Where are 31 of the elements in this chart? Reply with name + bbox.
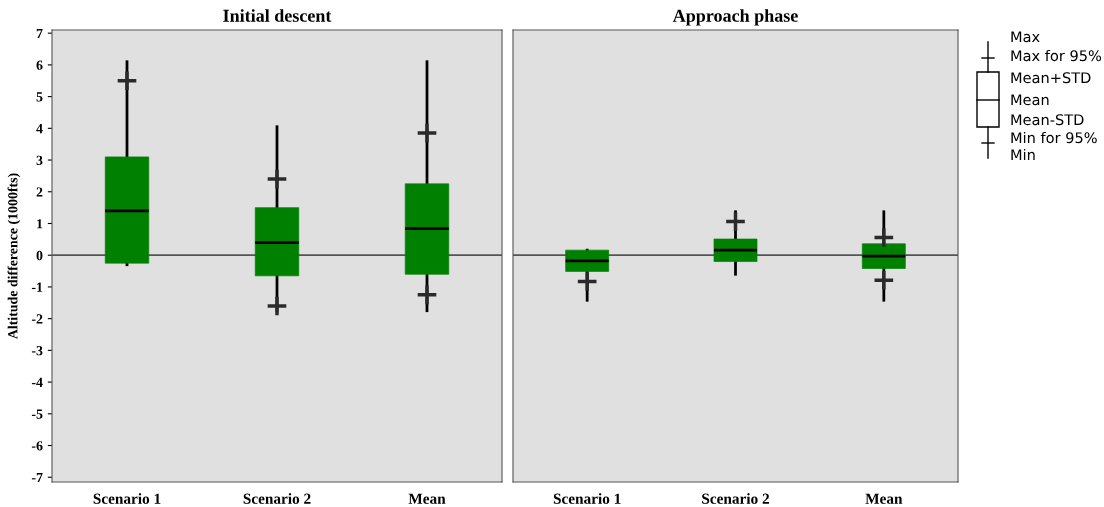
y-tick-label: 2 (36, 187, 43, 197)
y-tick-label: 1 (37, 219, 43, 229)
y-tick-label: -6 (31, 441, 43, 451)
text: Min (1011, 148, 1035, 161)
y-tick-label: -3 (31, 345, 43, 356)
text: Max (1011, 31, 1040, 43)
x-tick-label: Mean (408, 493, 446, 504)
y-tick-label: -5 (31, 409, 43, 419)
x-tick-label: Scenario 1 (553, 493, 621, 504)
x-tick-label: Scenario 1 (93, 493, 161, 504)
chart-title: Approach phase (672, 9, 798, 26)
x-tick-label: Mean (865, 493, 903, 504)
y-tick-label: 7 (36, 28, 43, 38)
x-tick-label: Scenario 2 (702, 493, 769, 504)
y-tick-label: 4 (36, 124, 43, 134)
text: Min for 95% (1011, 131, 1097, 144)
y-axis-title: Altitude difference (1000fts) (7, 173, 21, 340)
text: Max for 95% (1011, 49, 1102, 62)
y-tick-label: -2 (31, 314, 43, 324)
y-tick-label: 3 (36, 155, 43, 165)
y-tick-label: 5 (36, 92, 43, 102)
y-tick-label: 0 (36, 250, 43, 261)
x-tick-label: Scenario 2 (243, 493, 311, 504)
chart-title: Initial descent (223, 9, 332, 22)
y-tick-label: -1 (31, 282, 43, 292)
y-tick-label: -4 (31, 377, 43, 387)
y-tick-label: 6 (36, 60, 43, 70)
text: Mean (1011, 94, 1049, 106)
text: Mean-STD (1011, 114, 1084, 126)
y-tick-label: -7 (31, 472, 43, 483)
text: Mean+STD (1011, 72, 1091, 84)
